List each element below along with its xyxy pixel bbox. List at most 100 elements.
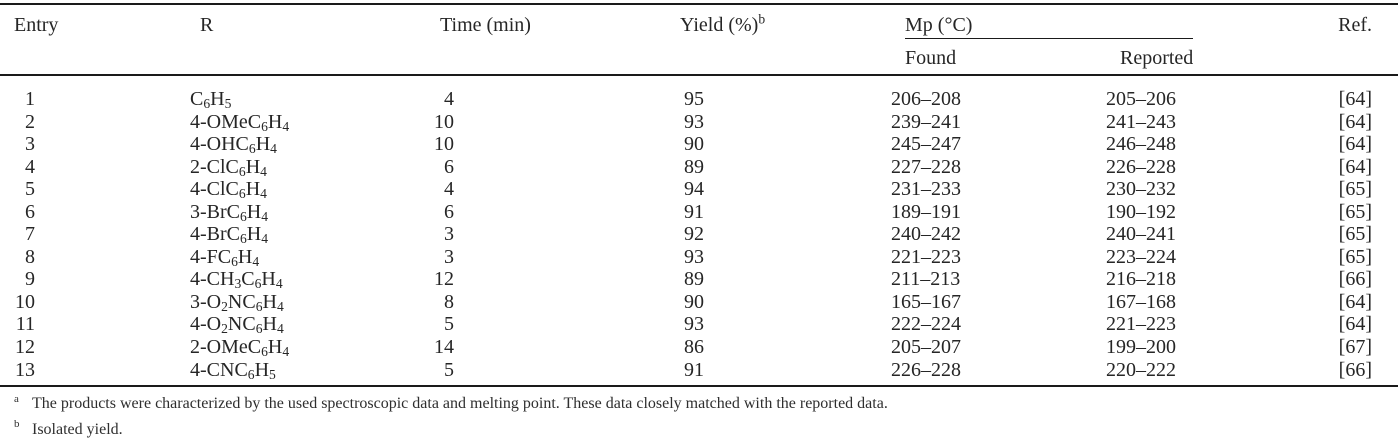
cell-time: 10 — [434, 110, 454, 133]
cell-time: 3 — [444, 223, 454, 246]
cell-ref: [64] — [1338, 290, 1372, 313]
table-row: 5 4-ClC6H4 4 94 231–233 230–232 [65] — [0, 178, 1398, 201]
cell-entry: 13 — [15, 358, 35, 381]
table-row: 1 C6H5 4 95 206–208 205–206 [64] — [0, 88, 1398, 111]
cell-entry: 11 — [15, 313, 35, 336]
cell-mp-reported: 246–248 — [1106, 133, 1176, 156]
cell-mp-found: 239–241 — [891, 110, 961, 133]
cell-entry: 9 — [25, 268, 35, 291]
cell-mp-reported: 199–200 — [1106, 336, 1176, 359]
table-row: 13 4-CNC6H5 5 91 226–228 220–222 [66] — [0, 359, 1398, 382]
cell-entry: 4 — [25, 155, 35, 178]
cell-mp-reported: 223–224 — [1106, 245, 1176, 268]
table-body: 1 C6H5 4 95 206–208 205–206 [64] 2 4-OMe… — [0, 88, 1398, 381]
cell-time: 5 — [444, 358, 454, 381]
footnote-a: a The products were characterized by the … — [14, 389, 888, 414]
footnote-b-marker: b — [14, 418, 20, 431]
cell-mp-found: 226–228 — [891, 358, 961, 381]
cell-mp-found: 227–228 — [891, 155, 961, 178]
cell-mp-found: 231–233 — [891, 178, 961, 201]
column-header-time: Time (min) — [440, 14, 531, 36]
cell-mp-reported: 230–232 — [1106, 178, 1176, 201]
cell-mp-reported: 221–223 — [1106, 313, 1176, 336]
cell-ref: [65] — [1338, 200, 1372, 223]
cell-time: 12 — [434, 268, 454, 291]
cell-yield: 93 — [684, 245, 704, 268]
cell-time: 14 — [434, 336, 454, 359]
table-bottom-rule — [0, 385, 1398, 387]
table-row: 11 4-O2NC6H4 5 93 222–224 221–223 [64] — [0, 313, 1398, 336]
cell-mp-found: 245–247 — [891, 133, 961, 156]
cell-ref: [67] — [1338, 336, 1372, 359]
table-row: 2 4-OMeC6H4 10 93 239–241 241–243 [64] — [0, 111, 1398, 134]
header-separator-rule — [0, 74, 1398, 76]
cell-ref: [64] — [1338, 155, 1372, 178]
cell-entry: 3 — [25, 133, 35, 156]
cell-r-substituent: 4-CH3C6H4 — [190, 268, 283, 292]
table-row: 3 4-OHC6H4 10 90 245–247 246–248 [64] — [0, 133, 1398, 156]
cell-mp-found: 221–223 — [891, 245, 961, 268]
table-row: 10 3-O2NC6H4 8 90 165–167 167–168 [64] — [0, 291, 1398, 314]
cell-yield: 93 — [684, 110, 704, 133]
cell-mp-found: 222–224 — [891, 313, 961, 336]
cell-mp-reported: 220–222 — [1106, 358, 1176, 381]
cell-mp-found: 206–208 — [891, 88, 961, 110]
cell-time: 6 — [444, 200, 454, 223]
cell-ref: [64] — [1338, 313, 1372, 336]
column-header-mp-group: Mp (°C) — [905, 14, 973, 36]
cell-yield: 91 — [684, 358, 704, 381]
table-row: 9 4-CH3C6H4 12 89 211–213 216–218 [66] — [0, 268, 1398, 291]
cell-yield: 90 — [684, 133, 704, 156]
yield-footnote-marker: b — [758, 11, 766, 27]
cell-r-substituent: 2-ClC6H4 — [190, 155, 267, 179]
cell-mp-reported: 190–192 — [1106, 200, 1176, 223]
table-top-rule — [0, 3, 1398, 5]
cell-mp-reported: 216–218 — [1106, 268, 1176, 291]
cell-mp-found: 165–167 — [891, 290, 961, 313]
cell-entry: 2 — [25, 110, 35, 133]
cell-mp-found: 205–207 — [891, 336, 961, 359]
cell-mp-reported: 226–228 — [1106, 155, 1176, 178]
table-row: 6 3-BrC6H4 6 91 189–191 190–192 [65] — [0, 201, 1398, 224]
column-header-reported: Reported — [1120, 47, 1194, 69]
cell-yield: 94 — [684, 178, 704, 201]
cell-r-substituent: 4-ClC6H4 — [190, 178, 267, 202]
column-header-found: Found — [905, 47, 957, 69]
cell-time: 3 — [444, 245, 454, 268]
cell-time: 5 — [444, 313, 454, 336]
cell-ref: [64] — [1338, 88, 1372, 110]
cell-time: 6 — [444, 155, 454, 178]
cell-r-substituent: 4-FC6H4 — [190, 245, 260, 269]
cell-ref: [66] — [1338, 358, 1372, 381]
column-header-r: R — [200, 14, 214, 36]
cell-r-substituent: C6H5 — [190, 88, 232, 111]
cell-entry: 8 — [25, 245, 35, 268]
cell-entry: 1 — [25, 88, 35, 110]
cell-ref: [64] — [1338, 110, 1372, 133]
table-row: 8 4-FC6H4 3 93 221–223 223–224 [65] — [0, 246, 1398, 269]
cell-time: 10 — [434, 133, 454, 156]
column-header-ref: Ref. — [1338, 14, 1372, 36]
column-header-entry: Entry — [14, 14, 59, 36]
cell-yield: 91 — [684, 200, 704, 223]
cell-mp-found: 211–213 — [891, 268, 961, 291]
cell-ref: [64] — [1338, 133, 1372, 156]
column-header-yield: Yield (%)b — [680, 11, 766, 36]
cell-r-substituent: 2-OMeC6H4 — [190, 336, 290, 359]
table-row: 12 2-OMeC6H4 14 86 205–207 199–200 [67] — [0, 336, 1398, 359]
cell-yield: 89 — [684, 155, 704, 178]
table-row: 4 2-ClC6H4 6 89 227–228 226–228 [64] — [0, 156, 1398, 179]
cell-mp-reported: 241–243 — [1106, 110, 1176, 133]
cell-yield: 86 — [684, 336, 704, 359]
cell-r-substituent: 3-O2NC6H4 — [190, 290, 284, 314]
cell-ref: [65] — [1338, 178, 1372, 201]
cell-mp-reported: 167–168 — [1106, 290, 1176, 313]
cell-r-substituent: 4-BrC6H4 — [190, 223, 269, 247]
cell-r-substituent: 3-BrC6H4 — [190, 200, 269, 224]
footnote-b-text: Isolated yield. — [32, 420, 123, 438]
cell-yield: 93 — [684, 313, 704, 336]
cell-time: 8 — [444, 290, 454, 313]
cell-entry: 5 — [25, 178, 35, 201]
cell-mp-found: 189–191 — [891, 200, 961, 223]
